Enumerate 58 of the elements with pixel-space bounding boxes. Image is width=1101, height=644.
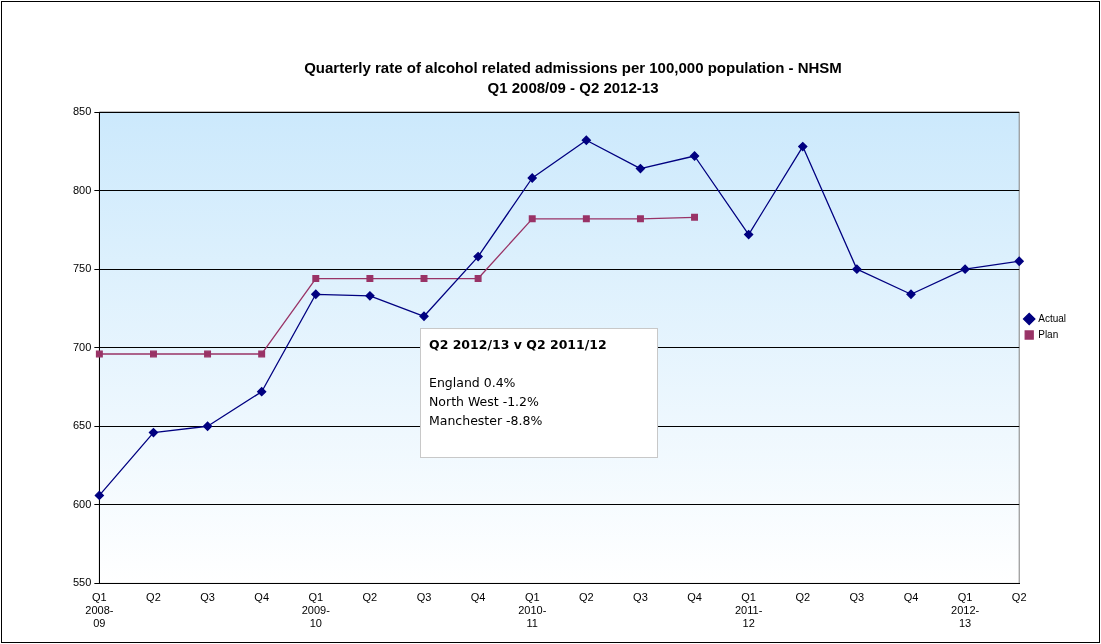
- y-tick-label: 550: [72, 576, 92, 589]
- x-tick-label: Q2: [795, 591, 811, 604]
- x-tick-label: Q3: [849, 591, 865, 604]
- annotation: North West -1.2%: [429, 393, 540, 411]
- point: [202, 421, 213, 431]
- point: [94, 490, 104, 501]
- legend-label: Actual: [1038, 312, 1066, 324]
- x-tick-label: Q3: [416, 591, 432, 604]
- x-tick-label: Q4: [254, 591, 270, 604]
- x-tick-label: Q3: [200, 591, 215, 604]
- point: [852, 264, 862, 274]
- y-tick-label: 650: [72, 419, 92, 432]
- point: [257, 387, 267, 397]
- x-tick-label: Q4: [903, 591, 919, 604]
- y-tick-label: 800: [72, 183, 92, 196]
- x-tick-label: Q4: [687, 591, 702, 604]
- x-tick-label: Q2: [1011, 591, 1027, 604]
- x-tick-label: Q1 2009- 10: [301, 591, 331, 630]
- legend-label: Plan: [1038, 328, 1059, 340]
- x-tick-label: Q2: [578, 591, 594, 604]
- y-tick-label: 750: [72, 262, 92, 275]
- point: [691, 213, 699, 221]
- annotation: Q2 2012/13 v Q2 2011/12: [429, 336, 608, 354]
- point: [689, 151, 700, 161]
- point: [527, 173, 537, 183]
- x-tick-label: Q1 2012- 13: [951, 591, 980, 630]
- chart-title: Quarterly rate of alcohol related admissions per 100,000 population - NHSM: [304, 59, 842, 77]
- point: [636, 215, 644, 223]
- point: [419, 311, 429, 321]
- point: [960, 264, 970, 274]
- point: [148, 427, 159, 438]
- point: [366, 275, 374, 283]
- point: [474, 275, 482, 283]
- point: [312, 275, 320, 283]
- x-tick-label: Q1 2010- 11: [518, 591, 547, 630]
- chart-subtitle: Q1 2008/09 - Q2 2012-13: [487, 79, 659, 97]
- y-tick-label: 600: [72, 497, 92, 510]
- point: [635, 163, 646, 174]
- x-tick-label: Q2: [362, 591, 378, 604]
- point: [1014, 256, 1024, 266]
- point: [581, 135, 591, 145]
- point: [473, 251, 483, 262]
- x-tick-label: Q1 2011- 12: [735, 591, 763, 630]
- point: [365, 291, 375, 301]
- annotation: England 0.4%: [429, 374, 517, 392]
- y-tick-label: 700: [72, 340, 92, 353]
- point: [906, 289, 916, 299]
- x-tick-label: Q4: [470, 591, 486, 604]
- point: [744, 229, 754, 240]
- point: [582, 215, 590, 223]
- point: [798, 141, 808, 152]
- annotation: Manchester -8.8%: [429, 412, 544, 430]
- point: [528, 215, 536, 223]
- x-tick-label: Q2: [146, 591, 161, 604]
- point: [311, 289, 321, 299]
- x-tick-label: Q3: [633, 591, 648, 604]
- y-tick-label: 850: [72, 105, 92, 118]
- x-tick-label: Q1 2008- 09: [85, 591, 114, 630]
